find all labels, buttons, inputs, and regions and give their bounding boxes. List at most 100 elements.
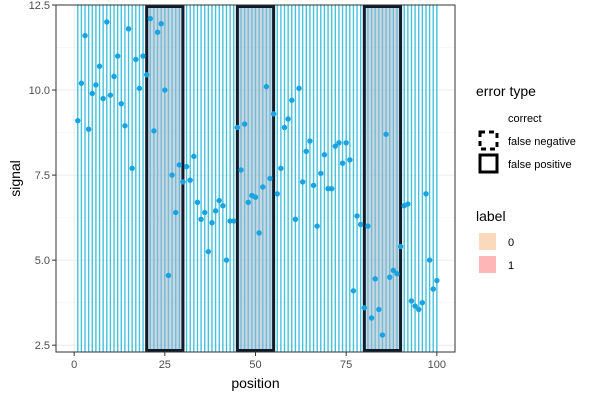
- data-point: [198, 216, 204, 223]
- data-point: [285, 116, 291, 122]
- data-point: [187, 177, 193, 183]
- legend-key-label-1: [479, 256, 496, 273]
- x-tick-label: 50: [249, 359, 261, 371]
- data-point: [252, 194, 259, 200]
- data-point: [165, 272, 172, 279]
- data-point: [158, 21, 164, 27]
- x-tick-label: 100: [428, 359, 446, 371]
- data-point: [426, 257, 433, 263]
- data-point: [78, 80, 85, 86]
- data-point: [405, 201, 411, 207]
- data-point: [202, 209, 208, 216]
- data-point: [289, 97, 295, 103]
- data-point: [114, 53, 121, 59]
- legend-label: label 0 1: [476, 208, 514, 273]
- data-point: [220, 203, 226, 209]
- data-point: [216, 197, 222, 204]
- data-point: [231, 218, 237, 224]
- y-tick-label: 10.0: [29, 85, 50, 97]
- legend-key-correct: [479, 109, 496, 126]
- data-point: [314, 223, 320, 229]
- highlight-fill: [146, 5, 183, 352]
- data-point: [365, 223, 371, 229]
- data-point: [82, 32, 88, 39]
- data-point: [234, 124, 241, 131]
- data-point: [368, 315, 375, 321]
- data-point: [339, 160, 346, 166]
- legend-text-label-0: 0: [508, 237, 514, 249]
- legend-label-correct: correct: [508, 113, 542, 125]
- data-point: [383, 131, 389, 137]
- highlight-fill: [364, 5, 401, 352]
- data-point: [122, 123, 128, 129]
- data-point: [169, 172, 175, 178]
- data-points: [75, 15, 440, 338]
- data-point: [143, 72, 150, 78]
- data-point: [96, 63, 103, 69]
- data-point: [328, 186, 335, 192]
- highlight-box: [145, 5, 185, 352]
- data-point: [85, 126, 92, 132]
- data-point: [100, 95, 106, 102]
- data-point: [332, 143, 338, 149]
- data-point: [303, 148, 309, 154]
- data-point: [394, 271, 400, 277]
- data-point: [176, 162, 183, 168]
- data-point: [162, 87, 168, 93]
- legend-error-type-title: error type: [476, 83, 536, 99]
- data-point: [372, 276, 378, 282]
- highlight-box: [235, 5, 276, 352]
- data-point: [180, 179, 186, 185]
- data-point: [307, 138, 313, 144]
- data-point: [89, 90, 95, 97]
- data-point: [154, 29, 161, 35]
- data-point: [310, 182, 317, 189]
- legend-label-title: label: [476, 208, 506, 224]
- x-tick-label: 0: [71, 359, 77, 371]
- data-point: [209, 220, 215, 226]
- legend-error-type: error type correct false negative false …: [476, 83, 576, 174]
- legend-key-false-negative: [478, 130, 499, 151]
- data-point: [321, 151, 328, 158]
- legend-label-false-positive: false positive: [508, 159, 572, 171]
- data-point: [93, 82, 99, 88]
- data-point: [191, 153, 197, 160]
- data-point: [256, 230, 262, 236]
- data-point: [270, 111, 277, 117]
- data-point: [408, 298, 415, 304]
- data-point: [296, 85, 302, 92]
- legend-label-false-negative: false negative: [508, 136, 576, 148]
- x-tick-label: 25: [159, 359, 171, 371]
- y-tick-label: 12.5: [29, 0, 50, 12]
- x-tick-label: 75: [340, 359, 352, 371]
- data-point: [245, 199, 251, 206]
- data-point: [104, 19, 110, 25]
- data-point: [343, 140, 349, 146]
- data-point: [111, 73, 117, 80]
- data-point: [238, 167, 244, 173]
- data-point: [136, 85, 143, 92]
- data-point: [379, 332, 386, 338]
- data-point: [205, 248, 212, 255]
- data-point: [387, 274, 393, 280]
- data-point: [129, 165, 135, 171]
- data-point: [318, 170, 324, 177]
- data-point: [419, 299, 426, 306]
- data-point: [376, 306, 382, 313]
- data-point: [241, 121, 248, 127]
- data-point: [292, 216, 299, 223]
- data-point: [416, 306, 422, 313]
- data-point: [274, 191, 280, 197]
- data-point: [173, 209, 179, 216]
- data-point: [281, 124, 288, 131]
- data-point: [347, 157, 353, 163]
- data-point: [125, 26, 132, 32]
- x-axis-title: position: [231, 375, 279, 391]
- data-point: [107, 92, 114, 98]
- data-point: [357, 221, 364, 228]
- data-point: [118, 100, 124, 107]
- legend-text-label-1: 1: [508, 260, 514, 272]
- axes: 0 25 50 75 100 2.5 5.0 7.5 10.0 12.5: [29, 0, 446, 371]
